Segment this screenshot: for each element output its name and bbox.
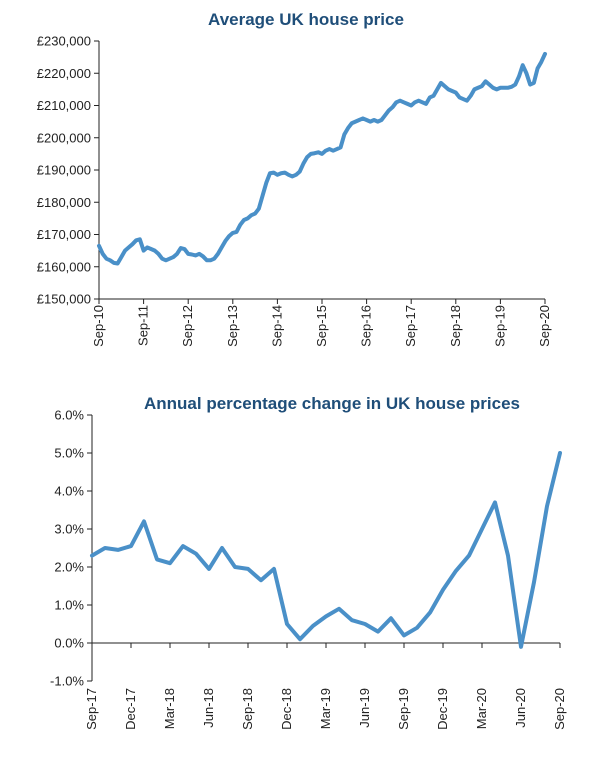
x-tick-label: Sep-14 xyxy=(269,305,284,347)
y-tick-label: 2.0% xyxy=(54,560,84,575)
x-tick-label: Sep-18 xyxy=(240,688,255,730)
x-tick-label: Sep-12 xyxy=(180,305,195,347)
y-axis-ticks: -1.0% 0.0% 1.0% 2.0% 3.0% 4.0% 5.0% 6.0% xyxy=(50,408,92,689)
x-tick-label: Sep-19 xyxy=(492,305,507,347)
x-tick-label: Sep-20 xyxy=(552,688,567,730)
y-tick-label: -1.0% xyxy=(50,674,84,689)
series-line xyxy=(97,51,547,266)
y-tick-label: £210,000 xyxy=(37,98,91,113)
x-tick-label: Mar-20 xyxy=(474,688,489,729)
y-tick-label: £150,000 xyxy=(37,292,91,307)
y-tick-label: £180,000 xyxy=(37,195,91,210)
x-tick-label: Sep-19 xyxy=(396,688,411,730)
x-tick-label: Sep-18 xyxy=(448,305,463,347)
y-tick-label: 0.0% xyxy=(54,636,84,651)
y-tick-label: 6.0% xyxy=(54,408,84,423)
x-tick-label: Mar-18 xyxy=(162,688,177,729)
x-tick-label: Jun-18 xyxy=(201,688,216,728)
x-tick-label: Sep-20 xyxy=(537,305,552,347)
y-tick-label: £200,000 xyxy=(37,130,91,145)
average-house-price-chart: Average UK house price £150,000£160,000£… xyxy=(37,10,552,347)
annual-percentage-change-chart: Annual percentage change in UK house pri… xyxy=(50,394,567,730)
chart-title: Average UK house price xyxy=(208,10,404,29)
x-tick-label: Jun-20 xyxy=(513,688,528,728)
y-tick-label: £220,000 xyxy=(37,66,91,81)
x-tick-label: Dec-17 xyxy=(123,688,138,730)
x-tick-label: Sep-17 xyxy=(403,305,418,347)
y-tick-label: £230,000 xyxy=(37,34,91,49)
y-tick-label: 1.0% xyxy=(54,598,84,613)
x-tick-label: Dec-19 xyxy=(435,688,450,730)
x-tick-label: Sep-11 xyxy=(136,305,151,346)
y-tick-label: 4.0% xyxy=(54,484,84,499)
y-tick-label: £170,000 xyxy=(37,227,91,242)
y-tick-label: 3.0% xyxy=(54,522,84,537)
x-tick-label: Dec-18 xyxy=(279,688,294,730)
x-tick-label: Sep-13 xyxy=(225,305,240,347)
x-tick-label: Sep-15 xyxy=(314,305,329,347)
x-tick-label: Sep-17 xyxy=(84,688,99,730)
x-tick-label: Mar-19 xyxy=(318,688,333,729)
chart-title: Annual percentage change in UK house pri… xyxy=(144,394,520,413)
y-tick-label: £160,000 xyxy=(37,259,91,274)
x-tick-label: Sep-10 xyxy=(91,305,106,347)
x-axis-ticks: Sep-17 Dec-17 Mar-18 Jun-18 Sep-18 Dec-18 Mar-… xyxy=(84,643,567,730)
x-axis-ticks: Sep-10 Sep-11 Sep-12 Sep-13 Sep-14 Sep-15 Sep-… xyxy=(91,299,552,347)
y-axis-ticks: £150,000 £160,000 £170,000 £180,000 £190,000… xyxy=(37,34,99,307)
x-tick-label: Sep-16 xyxy=(359,305,374,347)
y-tick-label: £190,000 xyxy=(37,163,91,178)
series-line xyxy=(90,451,562,649)
y-tick-label: 5.0% xyxy=(54,446,84,461)
x-tick-label: Jun-19 xyxy=(357,688,372,728)
